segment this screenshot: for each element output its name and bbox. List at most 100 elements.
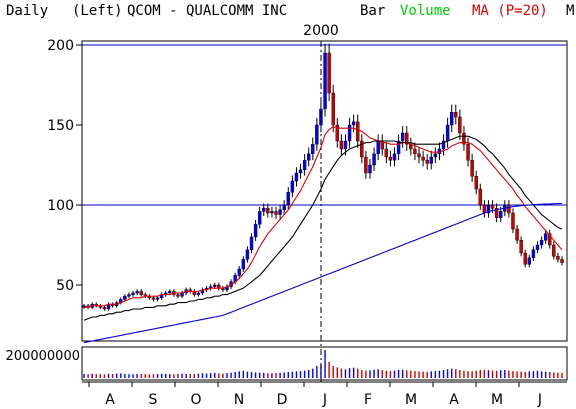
y-tick-label: 50 [56,278,74,294]
price-bar [131,292,135,295]
price-bar [494,207,499,218]
price-bar [433,153,438,158]
moving-averages [83,125,563,344]
price-bar [466,143,470,161]
price-bar [135,291,139,294]
month-label: F [364,392,372,408]
period-label[interactable]: Daily [6,3,49,19]
price-bar [360,140,364,158]
price-bar [123,296,127,300]
month-label: J [537,392,542,408]
price-bar [331,92,335,126]
y-tick-label: 150 [47,118,74,134]
price-bar [168,291,172,294]
price-bars [82,43,564,311]
price-bar [474,175,478,190]
symbol-label[interactable]: QCOM - QUALCOMM INC [127,3,288,19]
volume-bars [83,350,563,378]
price-bar [307,153,311,161]
price-bar [257,211,262,225]
price-bar [392,153,397,161]
price-bar [405,132,409,145]
price-bar [368,164,372,174]
price-bar [127,294,131,297]
price-bar [417,153,421,158]
price-bar [519,239,523,254]
price-bar [486,204,491,214]
price-bar [278,209,282,215]
price-bar [535,244,540,251]
month-label: A [105,392,115,408]
price-bar [266,207,270,214]
ma-indicator-label[interactable]: MA (P=20) [472,3,548,19]
price-bar [339,140,344,150]
price-bar [102,307,107,310]
price-bar [213,284,217,287]
gridlines [82,44,567,206]
price-bar [155,297,160,300]
year-label: 2000 [303,23,339,39]
bar-type-label[interactable]: Bar [360,3,386,19]
price-bar [237,268,241,276]
ma20-line [84,125,563,308]
ma50-line [83,135,563,321]
price-bar [539,239,544,246]
price-bar [454,111,458,118]
price-bar [302,159,307,170]
price-bar [151,297,156,300]
price-bar [376,140,380,155]
price-bar [515,228,519,241]
volume-indicator-label[interactable]: Volume [400,3,451,19]
price-bar [347,124,352,142]
volume-axis: 200000000 [6,349,80,364]
price-bar [458,116,462,134]
price-panel-frame [81,40,568,342]
month-label: J [322,392,327,408]
price-bar [523,252,527,265]
price-bar [298,169,303,174]
volume-tick-label: 200000000 [6,349,80,364]
price-bar [560,259,564,263]
price-bar [327,52,331,94]
price-bar [364,156,368,174]
price-bar [249,236,254,251]
price-bar [241,259,246,270]
ma200-line [83,202,563,344]
price-bar [286,191,290,206]
axis-side-label[interactable]: (Left) [72,3,123,19]
price-bar [372,153,376,166]
price-bar [445,124,450,142]
price-bar [282,204,286,210]
price-bar [323,52,327,110]
price-bar [552,244,556,257]
price-bar [176,294,180,297]
price-bar [543,233,548,241]
price-bar [400,132,405,142]
price-bar [413,148,417,155]
price-bar [388,156,393,161]
price-bar [548,233,552,246]
price-bar [511,212,515,230]
price-bar [294,172,299,182]
price-bar [527,257,532,265]
price-bar [139,291,143,295]
price-bar [499,211,503,218]
month-label: M [405,392,417,408]
more-indicator-label[interactable]: M [566,3,575,19]
price-bar [449,111,454,126]
price-bar [507,204,511,214]
volume-panel-frame [81,346,568,381]
price-bar [356,121,360,142]
price-bar [315,124,319,145]
month-label: M [491,392,503,408]
price-bar [351,121,356,126]
price-bar [490,204,495,209]
month-label: O [190,392,201,408]
price-bar [274,211,278,215]
y-tick-label: 200 [47,38,74,54]
y-tick-label: 100 [47,198,74,214]
price-bar [478,188,482,206]
price-bar [270,211,274,214]
month-label: A [449,392,459,408]
